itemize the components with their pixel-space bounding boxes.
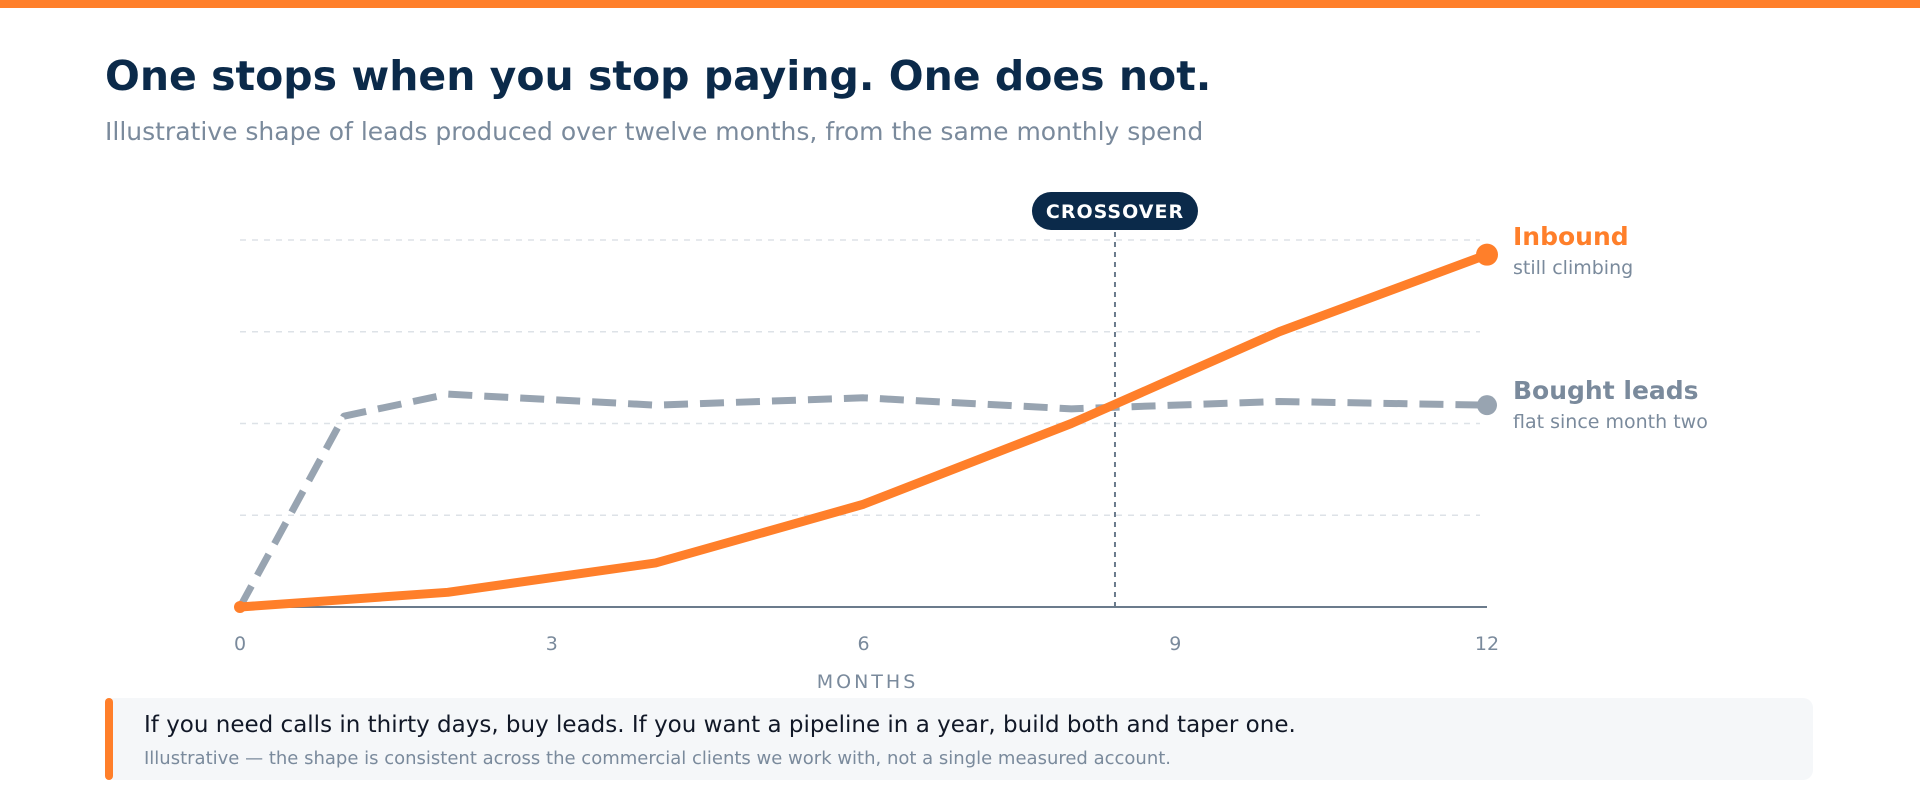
x-tick-label: 9 [1169,633,1181,655]
grid-lines [240,239,1480,516]
legend-inbound-note: still climbing [1513,257,1633,279]
x-tick-label: 0 [234,633,246,655]
legend-bought-name: Bought leads [1513,376,1699,405]
callout-main-text: If you need calls in thirty days, buy le… [144,712,1296,738]
x-axis-label: MONTHS [817,671,919,693]
page-subtitle: Illustrative shape of leads produced ove… [105,117,1204,146]
callout-footnote: Illustrative — the shape is consistent a… [144,748,1172,769]
takeaway-callout: If you need calls in thirty days, buy le… [105,698,1813,780]
callout-accent-bar [105,698,113,780]
x-tick-label: 12 [1475,633,1499,655]
series-labels: Inbound still climbing Bought leads flat… [1513,222,1708,433]
series-endpoint-bought-leads [1477,395,1497,416]
x-tick-label: 6 [857,633,869,655]
series-endpoint-inbound [1476,243,1498,266]
x-tick-labels: 0 3 6 9 12 [234,633,1499,655]
legend-bought-note: flat since month two [1513,411,1708,433]
series-line-inbound [235,250,1492,612]
page-title: One stops when you stop paying. One does… [105,52,1212,100]
series-startpoint-inbound [234,601,246,613]
crossover-annotation: CROSSOVER [1031,192,1198,607]
legend-inbound-name: Inbound [1513,222,1629,251]
crossover-label: CROSSOVER [1046,201,1184,223]
line-chart: 0 3 6 9 12 MONTHS CROSSOVER Inbound still cl… [234,192,1708,693]
crossover-badge [1031,192,1198,230]
x-tick-label: 3 [546,633,558,655]
series-layer [234,243,1498,613]
series-line-bought-leads [236,390,1488,609]
top-accent-bar [0,0,1920,8]
